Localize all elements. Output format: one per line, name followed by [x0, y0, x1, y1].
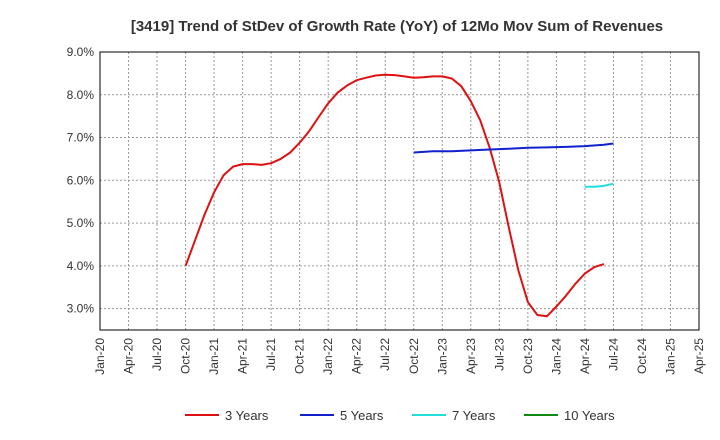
- series-line-3-years: [184, 73, 605, 318]
- grid: [100, 51, 700, 330]
- x-tick-label: Jul-24: [606, 338, 620, 371]
- y-tick-label: 8.0%: [67, 88, 95, 102]
- legend-label: 10 Years: [564, 408, 615, 423]
- x-tick-label: Jan-20: [93, 338, 107, 375]
- legend-label: 7 Years: [452, 408, 496, 423]
- y-tick-label: 9.0%: [67, 45, 95, 59]
- x-tick-label: Jan-22: [321, 338, 335, 375]
- series-line-7-years: [584, 182, 614, 188]
- x-tick-label: Oct-24: [635, 338, 649, 374]
- x-tick-label: Jan-25: [663, 338, 677, 375]
- y-axis: 3.0% 4.0% 5.0% 6.0% 7.0% 8.0% 9.0%: [67, 45, 95, 316]
- x-tick-label: Apr-20: [122, 338, 136, 374]
- x-tick-label: Oct-21: [293, 338, 307, 374]
- series-line-5-years: [413, 142, 614, 154]
- series-lines: [184, 73, 614, 318]
- x-tick-label: Apr-25: [692, 338, 706, 374]
- legend-label: 3 Years: [225, 408, 269, 423]
- y-tick-label: 4.0%: [67, 259, 95, 273]
- x-tick-label: Jul-23: [492, 338, 506, 371]
- x-tick-label: Jul-20: [150, 338, 164, 371]
- chart-title: [3419] Trend of StDev of Growth Rate (Yo…: [131, 18, 663, 35]
- x-axis: Jan-20 Apr-20 Jul-20 Oct-20 Jan-21 Apr-21 Jul-…: [93, 338, 706, 375]
- y-tick-label: 3.0%: [67, 302, 95, 316]
- legend: 3 Years 5 Years 7 Years 10 Years: [185, 408, 615, 423]
- x-tick-label: Jul-22: [378, 338, 392, 371]
- x-tick-label: Oct-22: [407, 338, 421, 374]
- x-tick-label: Apr-22: [350, 338, 364, 374]
- y-tick-label: 5.0%: [67, 216, 95, 230]
- x-tick-label: Jan-24: [549, 338, 563, 375]
- y-tick-label: 7.0%: [67, 131, 95, 145]
- x-tick-label: Oct-20: [179, 338, 193, 374]
- y-tick-label: 6.0%: [67, 173, 95, 187]
- x-tick-label: Jan-21: [207, 338, 221, 375]
- legend-label: 5 Years: [340, 408, 384, 423]
- plot-area: [99, 51, 700, 331]
- x-tick-label: Jul-21: [264, 338, 278, 371]
- x-tick-label: Apr-23: [464, 338, 478, 374]
- x-tick-label: Jan-23: [435, 338, 449, 375]
- x-tick-label: Oct-23: [521, 338, 535, 374]
- x-tick-label: Apr-21: [236, 338, 250, 374]
- x-tick-label: Apr-24: [578, 338, 592, 374]
